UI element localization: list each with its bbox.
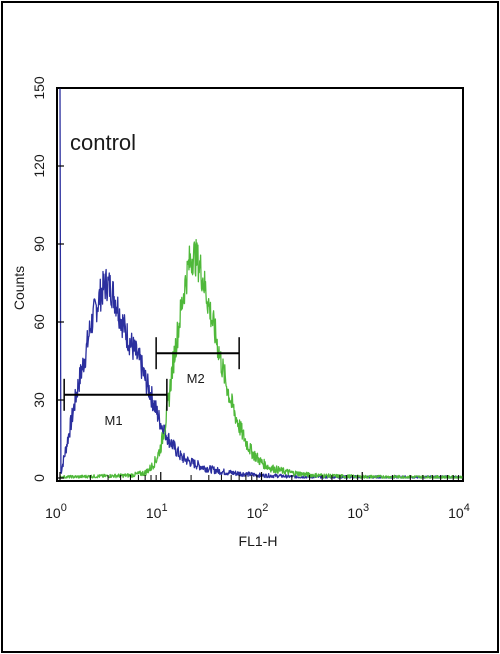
x-tick-label: 101 [146,502,168,521]
x-tick-label: 103 [347,502,369,521]
y-tick-label: 120 [31,154,47,178]
plot-area-border [56,87,464,482]
x-tick-label: 102 [247,502,269,521]
y-tick-label: 60 [31,314,47,330]
y-axis-title: Counts [11,266,27,310]
marker-1-label: M1 [104,413,122,428]
marker-layer: M1 M2 [63,337,240,428]
marker-2-label: M2 [187,371,205,386]
x-tick-label: 104 [448,502,470,521]
x-axis-title: FL1-H [239,533,278,549]
histogram-series-2 [59,238,464,479]
y-tick-label: 90 [31,236,47,252]
y-tick-label: 30 [31,392,47,408]
annotation-text: control [70,130,136,155]
tick-layer: 0 30 60 90 120 150 100 101 102 103 104 [31,76,470,521]
y-tick-label: 150 [31,76,47,100]
x-tick-label: 100 [45,502,67,521]
y-tick-label: 0 [31,474,47,482]
